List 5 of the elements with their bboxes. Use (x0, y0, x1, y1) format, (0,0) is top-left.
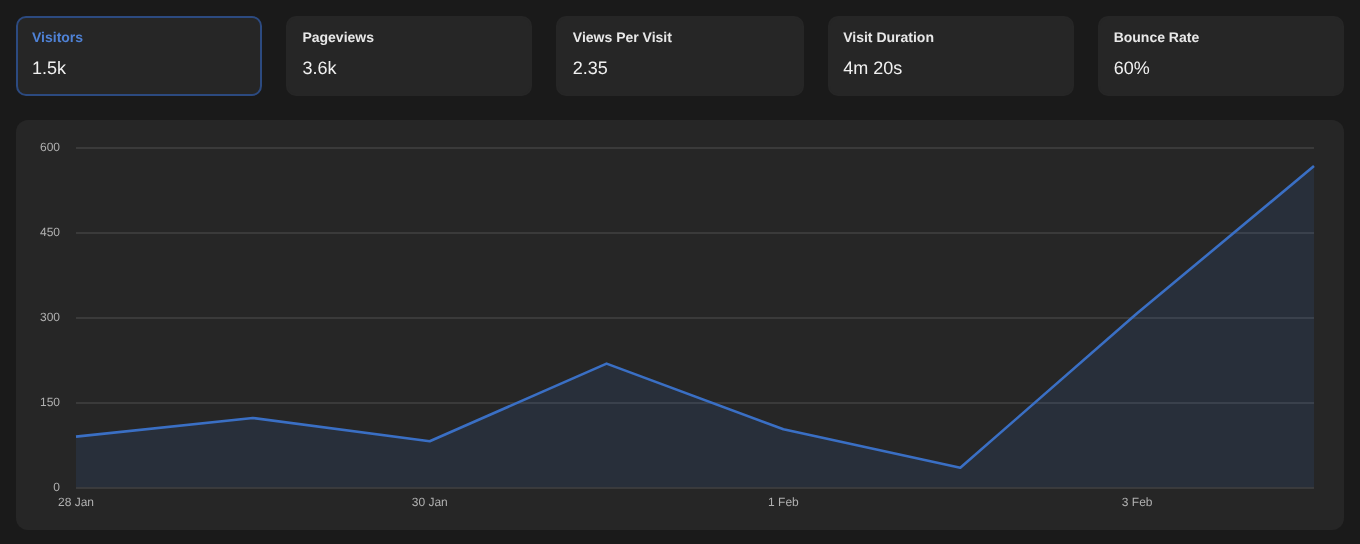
text: 4m 20s (843, 58, 903, 78)
text: 60% (1113, 58, 1150, 78)
text: 3.6k (302, 58, 337, 78)
text: 2.35 (572, 58, 608, 78)
text: 1.5k (32, 58, 67, 78)
